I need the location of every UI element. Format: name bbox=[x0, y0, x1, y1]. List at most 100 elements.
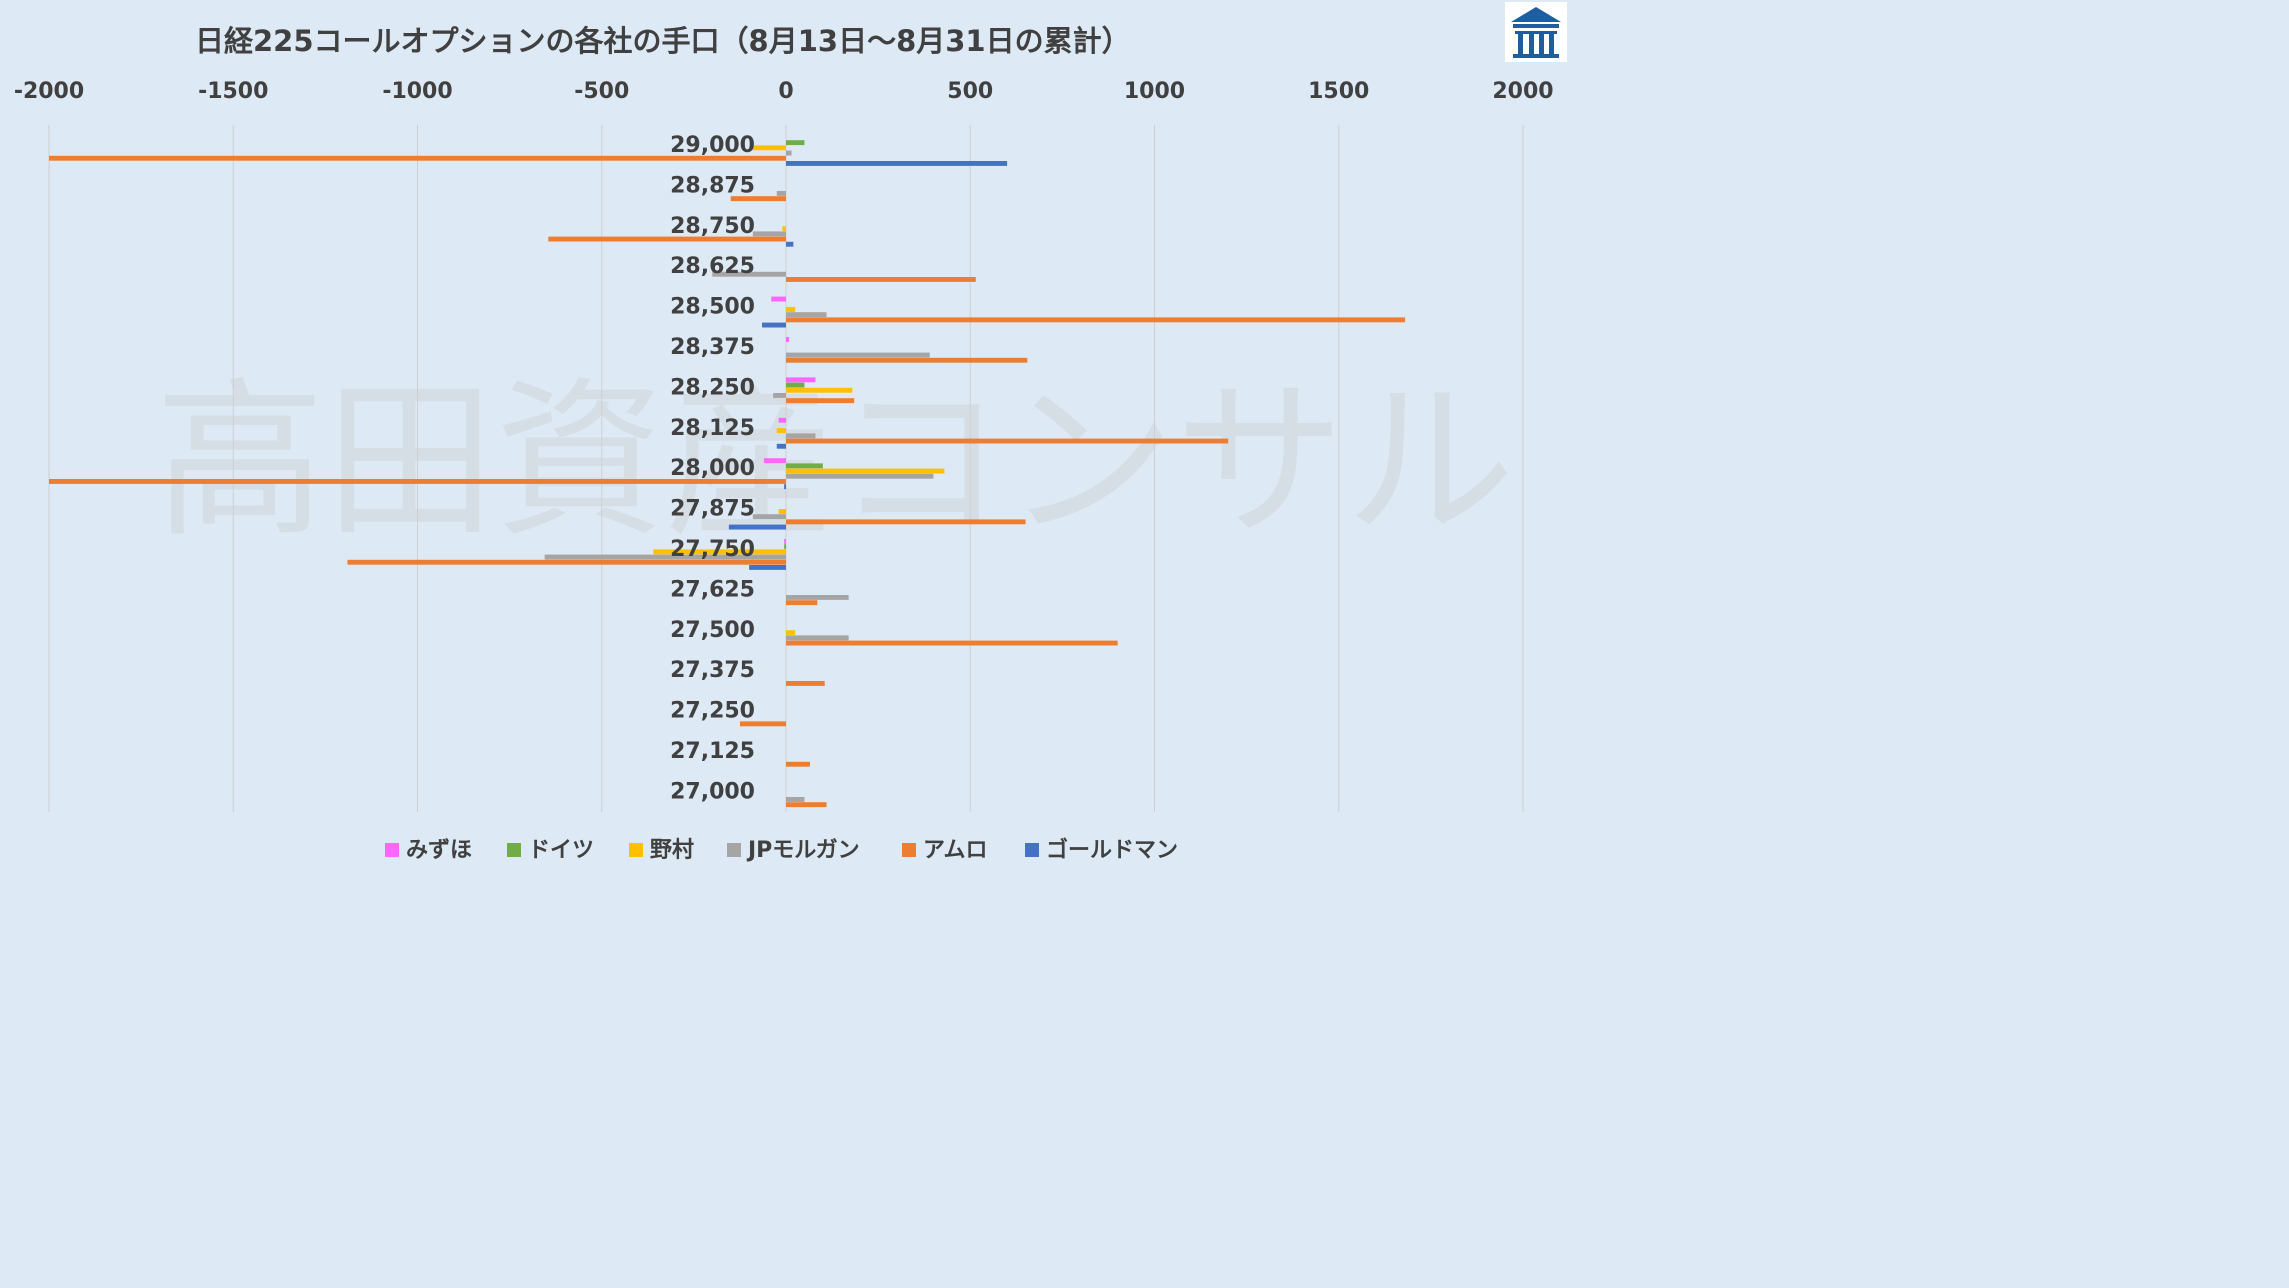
bar bbox=[784, 484, 786, 490]
building-logo-icon bbox=[1505, 2, 1567, 62]
x-axis-ticks: -2000 -1500 -1000 -500 0 500 1000 1500 2000 bbox=[14, 79, 1554, 104]
bar bbox=[776, 428, 786, 434]
bar bbox=[786, 377, 816, 383]
category-label: 28,750 bbox=[670, 214, 755, 239]
bar bbox=[712, 271, 786, 277]
bar bbox=[786, 797, 805, 802]
bar bbox=[786, 595, 849, 600]
bar bbox=[786, 438, 1229, 444]
bar bbox=[784, 539, 786, 544]
x-tick-label: -2000 bbox=[14, 79, 84, 104]
bar bbox=[778, 417, 786, 423]
watermark-text: 高田資産コンサル bbox=[155, 363, 1515, 561]
bar bbox=[786, 640, 1118, 646]
legend-swatch bbox=[902, 843, 916, 857]
legend-swatch bbox=[507, 843, 521, 857]
chart-title: 日経225コールオプションの各社の手口（8月13日～8月31日の累計） bbox=[195, 24, 1131, 58]
bar bbox=[786, 312, 827, 318]
bar bbox=[773, 393, 786, 398]
bar bbox=[786, 463, 823, 469]
bar bbox=[786, 681, 825, 686]
x-tick-label: 2000 bbox=[1492, 79, 1553, 104]
bar bbox=[776, 443, 786, 449]
bar bbox=[786, 241, 794, 247]
bar bbox=[786, 140, 805, 146]
bar bbox=[752, 145, 786, 151]
bar bbox=[739, 721, 786, 727]
category-label: 27,875 bbox=[670, 497, 755, 522]
bar bbox=[786, 382, 805, 388]
bar bbox=[786, 150, 792, 156]
bar bbox=[762, 322, 786, 328]
bar bbox=[786, 468, 945, 474]
category-label: 28,500 bbox=[670, 295, 755, 320]
legend-label: ゴールドマン bbox=[1046, 837, 1178, 863]
legend-label: アムロ bbox=[923, 838, 987, 863]
category-label: 28,875 bbox=[670, 173, 755, 198]
x-tick-label: 500 bbox=[947, 79, 993, 104]
legend-swatch bbox=[727, 843, 741, 857]
chart-canvas: 高田資産コンサル 29,00028,87528,75028,62528,5002… bbox=[14, 2, 1567, 863]
x-tick-label: 0 bbox=[778, 79, 793, 104]
bar bbox=[786, 630, 796, 636]
category-label: 27,625 bbox=[670, 577, 755, 602]
x-tick-label: -500 bbox=[574, 79, 629, 104]
bar bbox=[548, 236, 786, 242]
legend-swatch bbox=[629, 843, 643, 857]
bars bbox=[49, 140, 1406, 808]
bar bbox=[786, 357, 1028, 363]
bar bbox=[786, 761, 810, 767]
bar bbox=[778, 509, 786, 514]
bar bbox=[786, 802, 827, 808]
bar bbox=[786, 398, 855, 404]
chart-root: 高田資産コンサル 29,000 28,875 28,750 28,625 28,500 2… bbox=[0, 0, 1568, 882]
bar bbox=[49, 479, 786, 484]
bar bbox=[786, 307, 796, 312]
bar bbox=[786, 473, 934, 479]
bar bbox=[786, 352, 930, 358]
legend: みずほ ドイツ 野村 JPモルガン アムロ ゴールドマン bbox=[385, 837, 1178, 863]
legend-label: 野村 bbox=[650, 838, 694, 863]
x-tick-label: 1500 bbox=[1308, 79, 1369, 104]
bar bbox=[49, 155, 786, 161]
bar bbox=[786, 387, 853, 393]
bar bbox=[786, 433, 816, 439]
category-label: 27,125 bbox=[670, 739, 755, 764]
bar bbox=[786, 317, 1406, 323]
bar bbox=[544, 554, 786, 560]
category-label: 29,000 bbox=[670, 133, 755, 158]
bar bbox=[749, 565, 786, 570]
x-tick-label: -1500 bbox=[198, 79, 268, 104]
category-label: 28,625 bbox=[670, 254, 755, 279]
category-label: 27,250 bbox=[670, 699, 755, 724]
bar bbox=[786, 161, 1008, 166]
bar bbox=[771, 296, 786, 302]
category-labels: 29,000 28,875 28,750 28,625 28,500 28,375 28,2… bbox=[670, 133, 755, 804]
category-label: 27,750 bbox=[670, 537, 755, 562]
bar bbox=[786, 519, 1026, 525]
legend-label: ドイツ bbox=[528, 838, 594, 863]
bar bbox=[347, 559, 786, 565]
category-label: 28,000 bbox=[670, 456, 755, 481]
bar bbox=[752, 231, 786, 237]
bar bbox=[786, 277, 976, 282]
bar bbox=[784, 544, 786, 550]
legend-swatch bbox=[1025, 843, 1039, 857]
bar bbox=[786, 635, 849, 641]
bar bbox=[763, 458, 786, 464]
category-label: 27,500 bbox=[670, 618, 755, 643]
category-label: 27,000 bbox=[670, 779, 755, 804]
category-label: 28,250 bbox=[670, 375, 755, 400]
x-tick-label: -1000 bbox=[382, 79, 452, 104]
legend-label: JPモルガン bbox=[746, 838, 860, 863]
bar bbox=[782, 226, 786, 232]
category-label: 27,375 bbox=[670, 658, 755, 683]
category-label: 28,375 bbox=[670, 335, 755, 360]
bar bbox=[786, 337, 789, 342]
category-label: 28,125 bbox=[670, 416, 755, 441]
bar bbox=[786, 600, 818, 606]
bar bbox=[776, 191, 786, 196]
bar bbox=[730, 196, 786, 202]
legend-label: みずほ bbox=[406, 838, 472, 863]
bar bbox=[752, 514, 786, 520]
